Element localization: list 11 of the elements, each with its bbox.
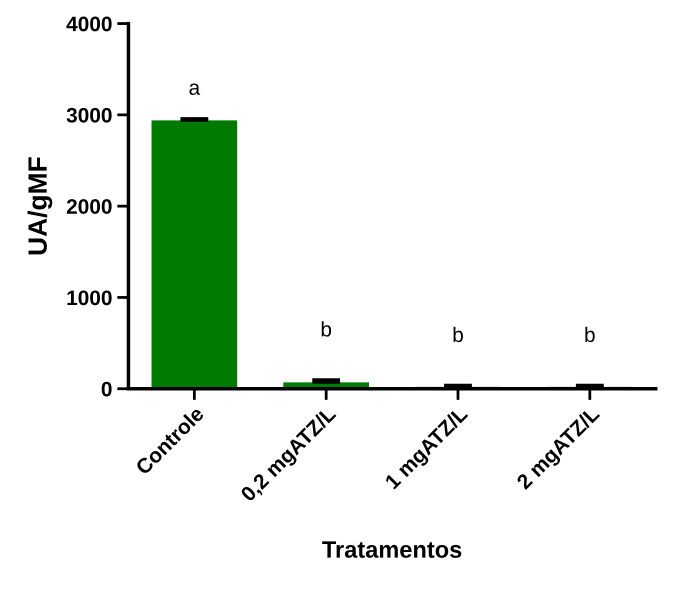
annotation: b: [585, 326, 595, 342]
y-tick-label: 3000: [66, 108, 112, 123]
y-tick-label: 0: [102, 382, 112, 396]
annotation: b: [454, 326, 463, 342]
annotation: b: [322, 321, 332, 337]
x-axis-title: Tratamentos: [322, 541, 462, 558]
y-axis-title: UA/gMF: [28, 157, 52, 254]
y-tick-label: 2000: [66, 199, 112, 214]
annotation: a: [189, 84, 200, 95]
y-tick-label: 4000: [66, 16, 112, 32]
y-tick-label: 1000: [67, 290, 112, 306]
